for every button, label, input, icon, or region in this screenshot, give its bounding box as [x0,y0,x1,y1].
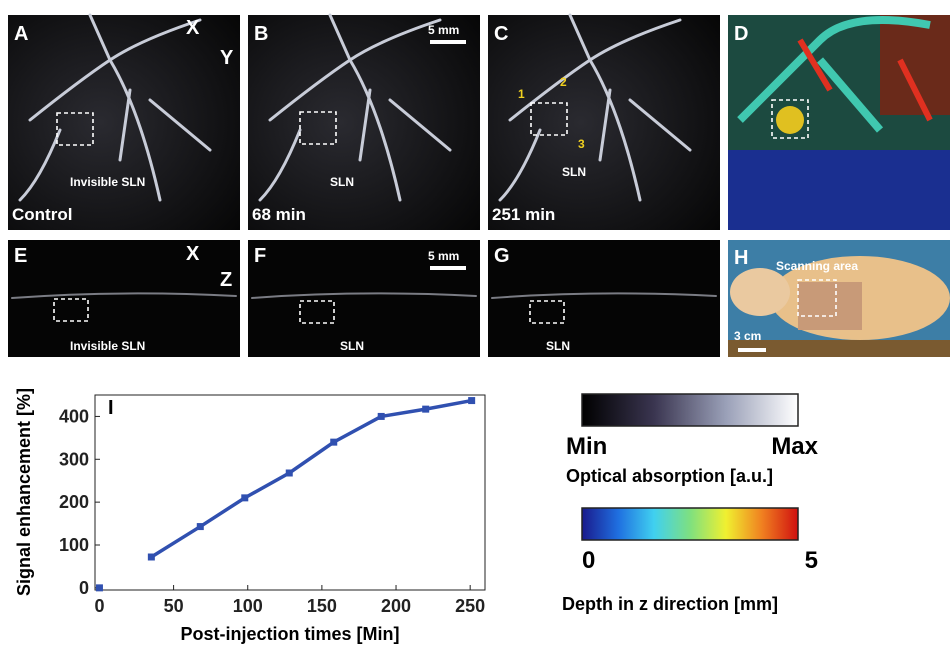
axis-label: Z [220,269,232,291]
panel-label: B [254,23,268,45]
point-label: 3 [578,137,585,151]
annotation: SLN [562,165,586,179]
panel-d: D [728,15,950,230]
colorbar-min: Min [566,433,607,460]
x-tick-label: 0 [94,596,104,616]
scale-label: 5 mm [428,249,459,263]
colorbar-title: Depth in z direction [mm] [562,594,778,614]
colorbar [582,394,798,426]
x-tick-label: 250 [455,596,485,616]
annotation: SLN [330,175,354,189]
data-point [148,554,155,561]
x-tick-label: 100 [233,596,263,616]
panel-f: F SLN 5 mm [248,240,480,357]
panel-label: A [14,23,28,45]
point-label: 2 [560,75,567,89]
panel-h: H Scanning area 3 cm [728,240,950,357]
axis-label: Y [220,47,234,69]
colorbar-max: 5 [805,547,818,574]
x-tick-label: 50 [164,596,184,616]
data-point [330,439,337,446]
panel-label: C [494,23,508,45]
y-tick-label: 300 [59,449,89,469]
data-point [241,494,248,501]
y-tick-label: 0 [79,578,89,598]
axis-label: X [186,243,200,265]
data-point [422,406,429,413]
panel-label: H [734,247,748,269]
data-point [96,584,103,591]
annotation: Invisible SLN [70,339,145,353]
point-label: 1 [518,87,525,101]
x-axis-title: Post-injection times [Min] [180,624,399,644]
panel-c: 1 2 3 C 251 min SLN [488,15,720,230]
caption: 68 min [252,205,306,224]
colorbar-max: Max [771,433,818,460]
y-tick-label: 100 [59,535,89,555]
axis-label: X [186,17,200,39]
y-tick-label: 400 [59,406,89,426]
figure: A Control Invisible SLN X Y B 68 min SLN… [0,0,950,646]
colorbar-min: 0 [582,547,595,574]
y-tick-label: 200 [59,492,89,512]
colorbar [582,508,798,540]
annotation: SLN [546,339,570,353]
data-line [151,401,471,557]
annotation: Scanning area [776,259,858,273]
colorbars: Min Max Optical absorption [a.u.] 0 5 Depth i… [562,394,819,614]
data-point [197,523,204,530]
panel-a: A Control Invisible SLN X Y [8,15,240,230]
panel-b: B 68 min SLN 5 mm [248,15,480,230]
panel-label: F [254,245,266,267]
data-point [468,397,475,404]
colorbar-title: Optical absorption [a.u.] [566,466,773,486]
chart: I Post-injection times [Min] Signal enha… [14,388,485,644]
x-tick-label: 200 [381,596,411,616]
panel-label: D [734,23,748,45]
scale-label: 5 mm [428,23,459,37]
annotation: SLN [340,339,364,353]
annotation: Invisible SLN [70,175,145,189]
data-point [286,470,293,477]
caption: Control [12,205,72,224]
scale-label: 3 cm [734,329,761,343]
panel-label: E [14,245,27,267]
data-point [378,413,385,420]
y-axis-title: Signal enhancement [%] [14,388,34,596]
plot-frame [95,395,485,590]
panel-label: I [108,397,114,419]
panel-e: E Invisible SLN X Z [8,240,240,357]
panel-label: G [494,245,510,267]
x-tick-label: 150 [307,596,337,616]
caption: 251 min [492,205,555,224]
panel-g: G SLN [488,240,720,357]
